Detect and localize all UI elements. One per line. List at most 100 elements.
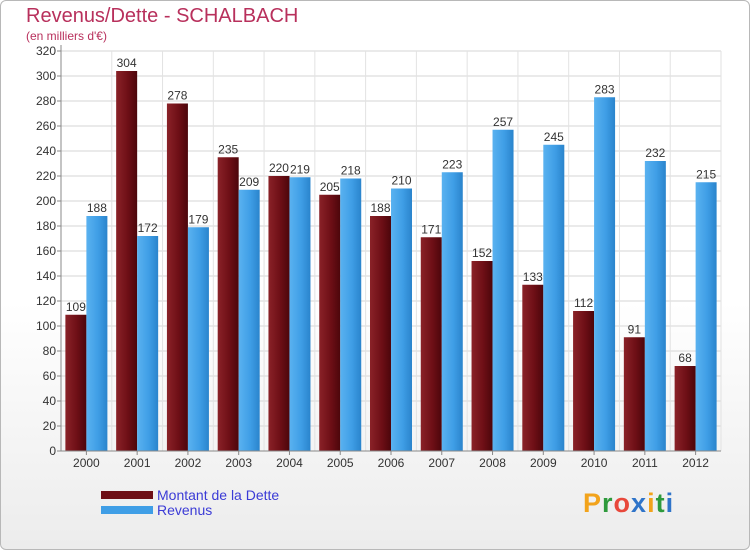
data-label-revenus: 188	[87, 201, 107, 215]
x-tick-label: 2007	[428, 456, 455, 470]
bar-revenus	[137, 236, 159, 451]
bar-revenus	[340, 178, 362, 451]
data-label-revenus: 209	[239, 175, 259, 189]
bar-dette	[268, 176, 290, 451]
data-label-revenus: 210	[391, 174, 411, 188]
x-tick-label: 2003	[225, 456, 252, 470]
data-label-dette: 220	[269, 161, 289, 175]
data-label-dette: 133	[523, 270, 543, 284]
legend-label-revenus: Revenus	[157, 501, 213, 518]
data-label-dette: 235	[218, 142, 238, 156]
y-tick-label: 260	[36, 119, 56, 133]
chart-subtitle: (en milliers d'€)	[26, 29, 107, 43]
data-label-dette: 205	[320, 180, 340, 194]
bars	[65, 71, 717, 451]
y-tick-label: 120	[36, 294, 56, 308]
y-tick-label: 60	[43, 369, 57, 383]
data-label-revenus: 283	[595, 82, 615, 96]
logo-letter: i	[665, 488, 675, 518]
bar-dette	[623, 337, 645, 451]
data-label-dette: 171	[421, 222, 441, 236]
axes: 0 20 40 60 80 100 120 140 160 180 200 220 240 260 280 3…	[36, 44, 721, 470]
data-label-dette: 68	[678, 351, 692, 365]
bar-revenus	[86, 216, 108, 451]
bar-revenus	[391, 188, 412, 451]
x-tick-label: 2008	[479, 456, 506, 470]
bar-dette	[370, 216, 391, 451]
bar-dette	[573, 311, 595, 451]
y-tick-label: 0	[49, 444, 56, 458]
bar-revenus	[441, 172, 463, 451]
data-label-dette: 188	[370, 201, 390, 215]
x-tick-label: 2004	[276, 456, 303, 470]
data-label-dette: 278	[167, 89, 187, 103]
data-label-dette: 152	[472, 246, 492, 260]
bar-dette	[674, 366, 696, 451]
y-tick-label: 100	[36, 319, 56, 333]
x-tick-label: 2010	[581, 456, 608, 470]
bar-revenus	[594, 97, 616, 451]
bar-revenus	[695, 182, 717, 451]
logo-letter: x	[631, 488, 648, 518]
bar-revenus	[543, 144, 565, 451]
bar-dette	[217, 157, 239, 451]
logo-letter: P	[583, 488, 603, 518]
data-label-revenus: 218	[341, 164, 361, 178]
x-tick-label: 2006	[378, 456, 405, 470]
bar-dette	[471, 261, 493, 451]
legend-label-dette: Montant de la Dette	[157, 486, 280, 503]
bar-dette	[420, 237, 442, 451]
x-tick-label: 2009	[530, 456, 557, 470]
y-tick-label: 140	[36, 269, 56, 283]
x-tick-label: 2002	[175, 456, 202, 470]
bar-dette	[522, 284, 544, 451]
data-label-revenus: 219	[290, 162, 310, 176]
legend-swatch-revenus	[101, 505, 153, 514]
data-label-dette: 109	[66, 300, 86, 314]
x-tick-label: 2000	[73, 456, 100, 470]
legend: Montant de la Dette Revenus	[101, 486, 280, 518]
data-label-revenus: 179	[188, 212, 208, 226]
data-label-dette: 112	[574, 296, 593, 310]
y-tick-label: 40	[43, 394, 57, 408]
y-tick-label: 240	[36, 144, 56, 158]
bar-revenus	[644, 161, 666, 451]
data-label-revenus: 223	[442, 157, 462, 171]
data-label-revenus: 172	[138, 221, 158, 235]
bar-dette	[65, 314, 87, 451]
y-tick-label: 320	[36, 44, 56, 58]
data-label-revenus: 215	[696, 167, 716, 181]
y-tick-label: 280	[36, 94, 56, 108]
logo-letter: i	[647, 488, 656, 518]
bar-revenus	[289, 177, 311, 451]
x-tick-label: 2005	[327, 456, 354, 470]
bar-revenus	[492, 129, 514, 451]
y-tick-label: 80	[43, 344, 57, 358]
legend-swatch-dette	[101, 490, 153, 499]
logo-letter: r	[602, 488, 614, 518]
x-tick-label: 2011	[632, 456, 658, 470]
x-tick-label: 2012	[682, 456, 709, 470]
legend-item-dette: Montant de la Dette	[101, 486, 280, 503]
logo-letter: t	[655, 488, 666, 518]
data-label-revenus: 245	[544, 130, 564, 144]
y-tick-label: 200	[36, 194, 56, 208]
data-label-dette: 304	[117, 56, 137, 70]
bar-dette	[319, 194, 341, 451]
y-tick-label: 180	[36, 219, 56, 233]
proxiti-logo: Proxiti	[583, 488, 674, 519]
bar-dette	[116, 71, 138, 451]
bar-dette	[166, 103, 188, 451]
y-tick-label: 20	[43, 419, 57, 433]
y-tick-label: 300	[36, 69, 56, 83]
logo-letter: o	[613, 488, 632, 518]
bar-revenus	[187, 227, 209, 451]
chart-title: Revenus/Dette - SCHALBACH	[26, 5, 299, 27]
y-tick-label: 160	[36, 244, 56, 258]
y-tick-label: 220	[36, 169, 56, 183]
x-tick-label: 2001	[124, 456, 151, 470]
bar-revenus	[238, 189, 260, 451]
